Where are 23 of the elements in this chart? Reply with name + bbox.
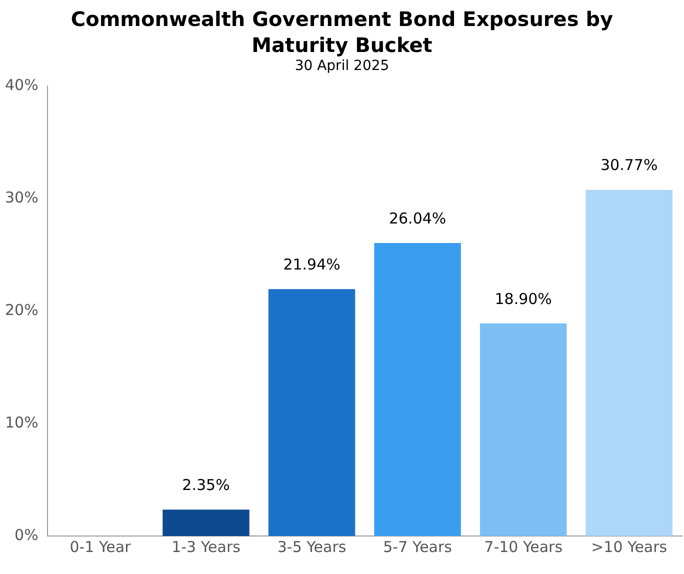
y-tick-label: 40% xyxy=(4,76,38,94)
y-tick-label: 0% xyxy=(14,526,38,544)
bar xyxy=(374,243,461,536)
x-tick-label: 5-7 Years xyxy=(383,538,452,556)
data-label: 18.90% xyxy=(494,290,552,308)
x-tick-label: >10 Years xyxy=(591,538,668,556)
chart-subtitle: 30 April 2025 xyxy=(294,58,390,74)
chart-title: Commonwealth Government Bond Exposures by Maturity Bucket xyxy=(70,6,614,58)
data-label: 2.35% xyxy=(182,476,230,494)
data-label: 26.04% xyxy=(388,209,446,228)
x-tick-label: 0-1 Year xyxy=(70,538,132,556)
bar xyxy=(268,289,356,536)
bar xyxy=(480,323,567,536)
y-tick-label: 20% xyxy=(4,300,38,319)
y-tick-label: 10% xyxy=(4,413,38,432)
x-tick-label: 7-10 Years xyxy=(484,538,563,556)
bar xyxy=(162,510,250,536)
x-tick-label: 1-3 Years xyxy=(172,538,241,556)
y-tick-label: 30% xyxy=(4,188,38,206)
data-label: 21.94% xyxy=(283,256,340,274)
bar xyxy=(586,190,672,536)
data-label: 30.77% xyxy=(600,156,658,174)
x-tick-label: 3-5 Years xyxy=(277,538,346,556)
